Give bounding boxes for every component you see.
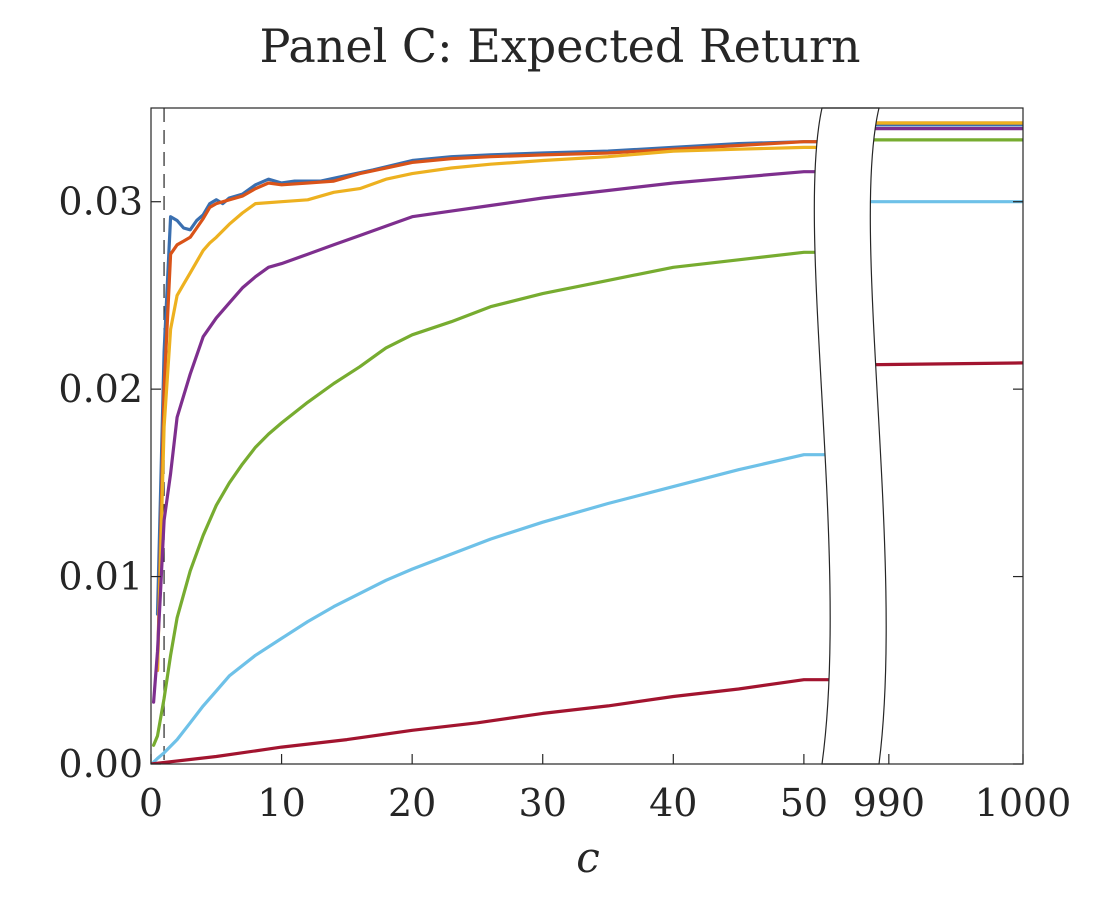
series-line-7-left (151, 678, 847, 764)
series-group (151, 121, 1023, 764)
x-tick-label: 10 (257, 781, 305, 825)
plot-frame (150, 107, 1024, 765)
axis-break-band (813, 107, 887, 765)
x-tick-label: 50 (780, 781, 828, 825)
y-tick-label: 0.01 (58, 555, 143, 599)
x-tick-label: 20 (388, 781, 436, 825)
series-line-5-left (152, 250, 847, 747)
x-tick-label: 40 (649, 781, 697, 825)
chart-title: Panel C: Expected Return (259, 19, 860, 73)
y-tick-label: 0.02 (58, 367, 143, 411)
x-axis-label: c (576, 833, 600, 882)
ticks-group: 0 10 20 30 40 50 990 1000 0.00 0.01 0.02 0.03 (58, 180, 1071, 825)
series-line-2-left (155, 140, 847, 672)
x-tick-label: 990 (853, 781, 926, 825)
series-line-4-left (152, 170, 847, 704)
x-tick-label: 0 (139, 781, 163, 825)
y-tick-label: 0.00 (58, 742, 143, 786)
plot-area: 0 10 20 30 40 50 990 1000 0.00 0.01 0.02 0.03 (58, 107, 1071, 825)
series-line-1-left (155, 140, 847, 616)
x-tick-label: 1000 (975, 781, 1072, 825)
x-tick-label: 30 (519, 781, 567, 825)
series-line-3-left (155, 145, 847, 672)
series-line-6-left (152, 453, 847, 764)
y-tick-label: 0.03 (58, 180, 143, 224)
